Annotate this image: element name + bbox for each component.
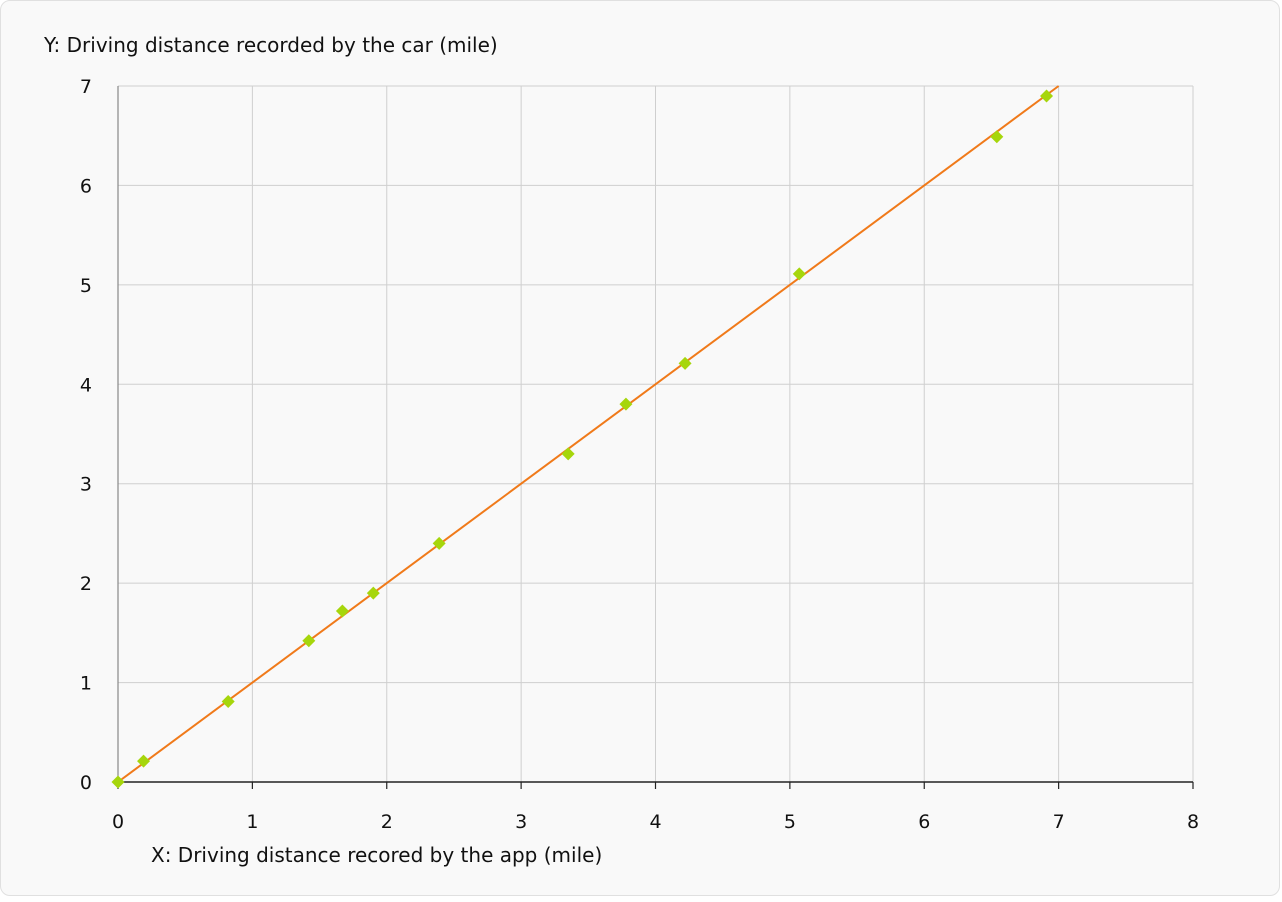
data-point <box>792 267 806 281</box>
y-tick-label: 6 <box>80 175 92 197</box>
data-point <box>619 397 633 411</box>
y-axis-title: Y: Driving distance recorded by the car … <box>43 33 498 57</box>
y-tick-label: 0 <box>80 772 92 794</box>
x-tick-label: 4 <box>649 811 661 833</box>
y-tick-label: 5 <box>80 275 92 297</box>
y-tick-label: 4 <box>80 374 92 396</box>
data-point <box>678 356 692 370</box>
grid-lines <box>118 85 1194 782</box>
data-point <box>1040 89 1054 103</box>
data-points-layer <box>111 89 1054 789</box>
y-tick-label: 3 <box>80 474 92 496</box>
trend-line-layer <box>117 85 1060 783</box>
data-point <box>366 586 380 600</box>
y-tick-label: 7 <box>80 76 92 98</box>
trend-line <box>117 85 1060 783</box>
tick-labels: 0 1 2 3 4 5 6 7 8 0 1 2 3 4 5 6 7 <box>80 76 1199 833</box>
x-tick-label: 2 <box>381 811 393 833</box>
data-point <box>111 775 125 789</box>
x-tick-label: 7 <box>1053 811 1065 833</box>
x-tick-label: 3 <box>515 811 527 833</box>
x-tick-label: 1 <box>246 811 258 833</box>
data-point <box>432 536 446 550</box>
y-tick-label: 2 <box>80 573 92 595</box>
x-tick-label: 5 <box>784 811 796 833</box>
y-tick-label: 1 <box>80 673 92 695</box>
x-tick-label: 6 <box>918 811 930 833</box>
data-point <box>137 754 151 768</box>
data-point <box>335 604 349 618</box>
x-tick-label: 0 <box>112 811 124 833</box>
data-point <box>221 694 235 708</box>
data-point <box>561 447 575 461</box>
x-tick-label: 8 <box>1187 811 1199 833</box>
x-axis-title: X: Driving distance recored by the app (… <box>151 843 602 867</box>
data-point <box>302 634 316 648</box>
axes <box>117 86 1194 789</box>
data-point <box>990 130 1004 144</box>
